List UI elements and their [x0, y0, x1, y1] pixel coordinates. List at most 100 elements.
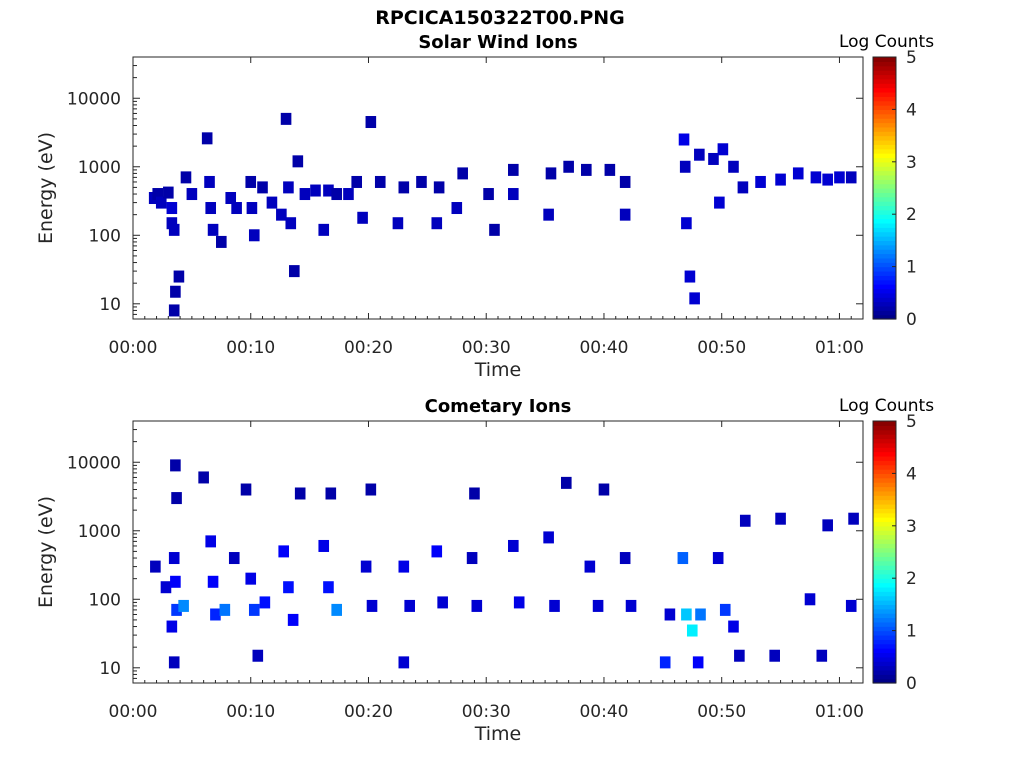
heatmap-cell — [431, 217, 443, 230]
x-tick-label: 00:00 — [109, 338, 158, 358]
heatmap-cell — [210, 608, 221, 621]
heatmap-cell — [365, 116, 377, 129]
figure-title: RPCICA150322T00.PNG — [375, 7, 625, 29]
heatmap-cell — [168, 656, 180, 669]
colorbar-segment — [873, 652, 896, 658]
heatmap-cell — [252, 649, 264, 662]
colorbar-segment — [873, 87, 896, 93]
heatmap-cell — [331, 188, 342, 201]
heatmap-cell — [598, 483, 610, 496]
heatmap-cell — [343, 188, 354, 201]
panel-solar-wind: 00:00 00:10 00:20 00:30 00:40 00:50 01:0010100… — [35, 32, 934, 381]
y-tick-label: 100 — [89, 226, 121, 246]
colorbar-segment — [873, 109, 896, 115]
heatmap-cell — [416, 175, 427, 188]
colorbar-segment — [873, 490, 896, 496]
heatmap-cell — [216, 235, 227, 248]
plot-frame — [132, 56, 864, 320]
colorbar-segment — [873, 477, 896, 483]
heatmap-cell — [168, 223, 180, 236]
heatmap-cell — [259, 596, 271, 609]
colorbar-segment — [873, 630, 896, 636]
heatmap-cell — [219, 603, 231, 616]
colorbar-segment — [873, 157, 896, 163]
heatmap-cell — [681, 217, 692, 230]
heatmap-cell — [318, 223, 330, 236]
panel-title: Cometary Ions — [425, 396, 572, 417]
colorbar-segment — [873, 565, 896, 571]
y-tick-label: 10000 — [67, 89, 121, 109]
colorbar-segment — [873, 648, 896, 654]
colorbar-segment — [873, 429, 896, 435]
heatmap-cell — [240, 483, 252, 496]
colorbar-segment — [873, 166, 896, 172]
heatmap-cell — [170, 575, 181, 588]
heatmap-cell — [173, 270, 185, 283]
plot-frame — [132, 420, 864, 684]
colorbar-segment — [873, 174, 896, 180]
heatmap-cell — [178, 599, 189, 612]
colorbar-segment — [873, 61, 896, 67]
colorbar-segment — [873, 639, 896, 645]
heatmap-cell — [834, 171, 845, 184]
colorbar-segment — [873, 279, 896, 285]
heatmap-cell — [228, 552, 240, 565]
heatmap-cell — [366, 599, 378, 612]
y-tick-label: 10 — [99, 659, 121, 679]
heatmap-cell — [619, 208, 631, 221]
colorbar-segment — [873, 552, 896, 557]
heatmap-cell — [792, 167, 804, 180]
colorbar-segment — [873, 179, 896, 185]
heatmap-cell — [437, 596, 448, 609]
heatmap-cell — [163, 186, 174, 199]
colorbar-segment — [873, 469, 896, 474]
colorbar-segment — [873, 617, 896, 623]
heatmap-cell — [677, 552, 689, 565]
heatmap-cell — [257, 181, 268, 194]
heatmap-cell — [678, 133, 690, 146]
heatmap-cell — [166, 217, 178, 230]
heatmap-cell — [225, 192, 237, 205]
heatmap-cell — [170, 459, 181, 472]
colorbar-segment — [873, 83, 896, 89]
heatmap-cell — [404, 599, 415, 612]
panel-title: Solar Wind Ions — [418, 32, 577, 53]
colorbar-segment — [873, 236, 896, 241]
colorbar-segment — [873, 560, 896, 566]
colorbar-segment — [873, 678, 896, 684]
colorbar-tick-label: 4 — [906, 464, 917, 484]
colorbar-segment — [873, 425, 896, 431]
heatmap-cell — [152, 188, 164, 201]
heatmap-cell — [508, 163, 519, 176]
heatmap-cell — [280, 112, 292, 125]
heatmap-cell — [469, 487, 480, 500]
heatmap-cell — [692, 656, 704, 669]
heatmap-cell — [739, 514, 751, 527]
heatmap-cell — [816, 649, 828, 662]
colorbar-segment — [873, 525, 896, 531]
colorbar-segment — [873, 96, 896, 102]
heatmap-cell — [451, 202, 463, 215]
heatmap-cell — [619, 175, 631, 188]
heatmap-cell — [198, 471, 209, 484]
colorbar-segment — [873, 284, 896, 290]
colorbar-tick-label: 4 — [906, 100, 917, 120]
colorbar-tick-label: 0 — [906, 310, 917, 330]
colorbar-tick-label: 1 — [906, 258, 917, 278]
colorbar-segment — [873, 538, 896, 544]
heatmap-cell — [681, 608, 692, 621]
heatmap-cell — [775, 173, 786, 186]
heatmap-cell — [737, 181, 749, 194]
colorbar-segment — [873, 626, 896, 632]
colorbar-segment — [873, 148, 896, 154]
colorbar-segment — [873, 305, 896, 311]
heatmap-cell — [289, 265, 300, 278]
heatmap-cell — [160, 581, 172, 594]
colorbar-segment — [873, 674, 896, 680]
x-tick-label: 00:20 — [344, 338, 393, 358]
heatmap-cell — [592, 599, 604, 612]
colorbar-segment — [873, 530, 896, 536]
heatmap-cell — [719, 603, 731, 616]
heatmap-cell — [325, 487, 337, 500]
colorbar-segment — [873, 521, 896, 527]
